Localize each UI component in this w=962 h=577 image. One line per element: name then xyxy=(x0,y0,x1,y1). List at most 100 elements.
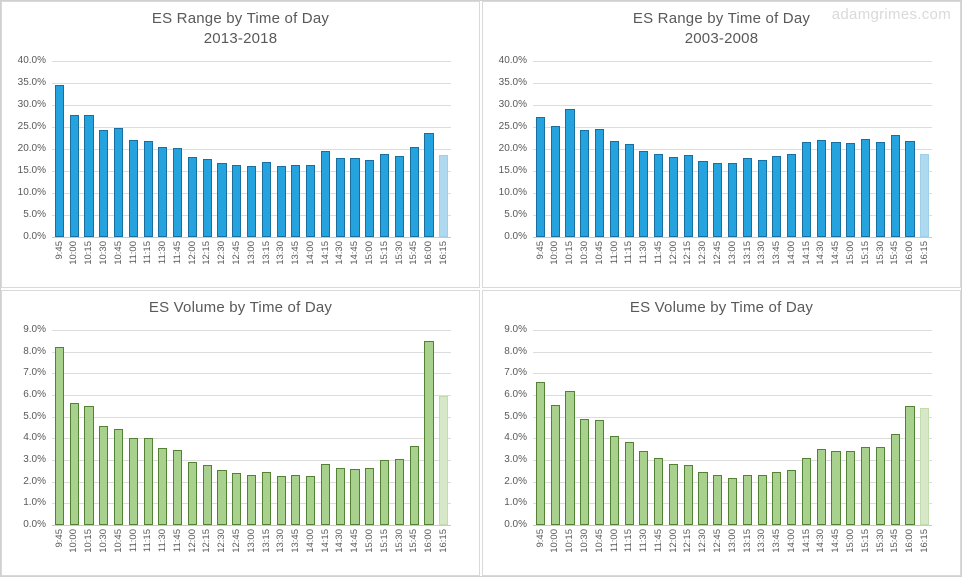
bar-slot xyxy=(577,330,592,525)
x-slot: 13:30 xyxy=(274,241,289,285)
bar-10:30 xyxy=(99,426,109,525)
x-tick-label: 12:15 xyxy=(682,240,694,265)
gridline xyxy=(52,330,451,331)
y-tick-label: 5.0% xyxy=(23,410,46,422)
x-tick-label: 13:45 xyxy=(771,529,783,553)
bar-slot xyxy=(185,330,200,525)
y-tick-label: 1.0% xyxy=(23,497,46,509)
bar-10:45 xyxy=(594,419,605,525)
bar-13:45 xyxy=(772,156,782,237)
x-tick-label: 15:15 xyxy=(859,529,871,553)
bar-slot xyxy=(436,61,451,237)
bar-slot xyxy=(799,61,814,237)
x-slot: 10:15 xyxy=(563,241,578,285)
x-slot: 12:30 xyxy=(696,241,711,285)
chart-panel-volume-right: ES Volume by Time of Day 9.0% 8.0% 7.0% 6.0… xyxy=(482,289,961,576)
bar-slot xyxy=(784,61,799,237)
x-tick-label: 16:00 xyxy=(904,529,916,553)
bar-slot xyxy=(377,61,392,237)
x-slot: 11:15 xyxy=(141,241,156,285)
x-tick-label: 11:45 xyxy=(652,529,664,553)
bar-14:45 xyxy=(350,158,360,237)
x-slot: 15:30 xyxy=(873,529,888,573)
chart-body: 40.0% 35.0% 30.0% 25.0% 20.0% 15.0% 10.0% 5.0% 0… xyxy=(6,56,475,241)
x-slot: 13:30 xyxy=(755,241,770,285)
gridline xyxy=(52,236,451,238)
bar-10:15 xyxy=(565,109,575,237)
x-tick-label: 16:15 xyxy=(918,240,930,265)
x-tick-label: 15:00 xyxy=(364,529,376,553)
x-tick-label: 13:15 xyxy=(741,240,753,265)
bar-14:00 xyxy=(306,476,316,525)
y-axis: 40.0% 35.0% 30.0% 25.0% 20.0% 15.0% 10.0% 5.0% 0… xyxy=(487,56,533,242)
bar-slot xyxy=(681,330,696,525)
x-slot: 16:00 xyxy=(903,529,918,573)
x-tick-label: 15:30 xyxy=(393,240,405,265)
bar-13:45 xyxy=(291,475,301,525)
x-tick-label: 14:00 xyxy=(785,240,797,265)
bar-slot xyxy=(274,330,289,525)
bar-slot xyxy=(784,330,799,525)
bar-slot xyxy=(407,330,422,525)
y-tick-label: 30.0% xyxy=(17,98,46,110)
bar-slot xyxy=(82,61,97,237)
bar-slot xyxy=(215,61,230,237)
x-slot: 12:00 xyxy=(666,241,681,285)
gridline xyxy=(533,104,932,106)
x-slot: 12:30 xyxy=(215,529,230,573)
bar-14:00 xyxy=(787,469,797,525)
y-tick-label: 3.0% xyxy=(504,453,527,465)
x-slot: 14:45 xyxy=(829,529,844,573)
bar-15:30 xyxy=(394,155,404,237)
x-tick-label: 12:30 xyxy=(216,240,228,265)
x-slot: 10:15 xyxy=(82,529,97,573)
bar-slot xyxy=(67,61,82,237)
x-tick-label: 10:30 xyxy=(578,240,590,265)
bar-slot xyxy=(170,330,185,525)
y-tick-label: 5.0% xyxy=(504,410,527,422)
bar-15:00 xyxy=(846,143,856,237)
bar-slot xyxy=(548,330,563,525)
x-slot: 14:00 xyxy=(784,529,799,573)
bar-slot xyxy=(170,61,185,237)
x-tick-label: 10:45 xyxy=(112,240,124,265)
x-slot: 10:00 xyxy=(67,529,82,573)
chart-title: ES Range by Time of Day xyxy=(151,10,330,27)
x-slot: 10:15 xyxy=(563,529,578,573)
x-tick-label: 14:30 xyxy=(815,529,827,553)
x-slot: 10:30 xyxy=(96,241,111,285)
bar-12:00 xyxy=(668,157,678,237)
x-tick-label: 13:45 xyxy=(290,529,302,553)
x-tick-label: 11:30 xyxy=(638,529,650,553)
x-tick-label: 11:00 xyxy=(608,240,620,264)
y-tick-label: 4.0% xyxy=(23,432,46,444)
bar-16:15 xyxy=(439,155,449,237)
bar-12:45 xyxy=(232,165,242,237)
bar-slot xyxy=(651,330,666,525)
bar-slot xyxy=(229,61,244,237)
x-tick-label: 10:00 xyxy=(68,529,80,553)
x-tick-label: 15:30 xyxy=(393,529,405,553)
x-tick-label: 12:30 xyxy=(697,529,709,553)
bar-slot xyxy=(96,330,111,525)
x-slot: 10:30 xyxy=(577,241,592,285)
bar-slot xyxy=(96,61,111,237)
x-slot: 11:45 xyxy=(651,241,666,285)
bar-11:15 xyxy=(143,141,153,237)
y-tick-label: 10.0% xyxy=(498,186,527,198)
y-tick-label: 20.0% xyxy=(498,142,527,154)
x-slot: 14:30 xyxy=(814,241,829,285)
bar-slot xyxy=(333,61,348,237)
bar-11:30 xyxy=(158,147,168,237)
x-tick-label: 12:00 xyxy=(667,240,679,265)
bar-14:30 xyxy=(816,449,826,525)
bar-15:15 xyxy=(861,138,871,237)
x-slot: 16:15 xyxy=(436,529,451,573)
x-slot: 14:30 xyxy=(814,529,829,573)
x-tick-label: 11:00 xyxy=(608,529,620,553)
chart-title: ES Volume by Time of Day xyxy=(148,298,333,316)
bar-slot xyxy=(755,330,770,525)
x-slot: 14:15 xyxy=(799,241,814,285)
x-tick-label: 14:45 xyxy=(349,240,361,265)
bar-slot xyxy=(111,61,126,237)
